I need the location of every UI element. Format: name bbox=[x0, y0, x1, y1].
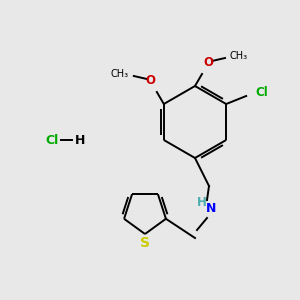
Text: O: O bbox=[146, 74, 156, 86]
Text: H: H bbox=[75, 134, 85, 146]
Text: CH₃: CH₃ bbox=[111, 69, 129, 79]
Text: Cl: Cl bbox=[45, 134, 58, 146]
Text: H: H bbox=[197, 196, 207, 209]
Text: S: S bbox=[140, 236, 150, 250]
Text: O: O bbox=[203, 56, 213, 68]
Text: N: N bbox=[206, 202, 216, 215]
Text: Cl: Cl bbox=[255, 85, 268, 98]
Text: CH₃: CH₃ bbox=[230, 51, 248, 61]
